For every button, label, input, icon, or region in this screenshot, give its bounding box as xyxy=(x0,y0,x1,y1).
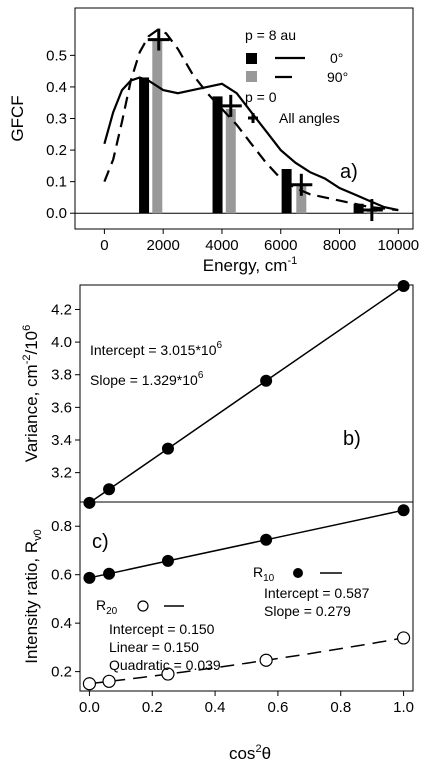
bar-0deg xyxy=(353,203,364,214)
legend-plus-icon xyxy=(248,113,258,123)
y-tick-label-b: 3.8 xyxy=(51,367,72,384)
y-tick-label-b: 3.6 xyxy=(51,399,72,416)
x-tick-label-a: 0 xyxy=(100,237,108,254)
x-tick-label-c: 1.0 xyxy=(393,699,414,716)
y-tick-label-a: 0.5 xyxy=(46,47,67,64)
x-tick-label-a: 8000 xyxy=(323,237,356,254)
y-tick-label-a: 0.2 xyxy=(46,142,67,159)
fit-line-b xyxy=(88,285,405,504)
x-tick-label-a: 6000 xyxy=(264,237,297,254)
annotation-intercept-r20: Intercept = 0.150 xyxy=(109,621,215,637)
x-tick-label-c: 0.4 xyxy=(205,699,226,716)
legend-label-r10: R10 xyxy=(253,564,275,584)
y-tick-label-a: 0.4 xyxy=(46,79,67,96)
data-point-b xyxy=(83,496,96,509)
cross-point xyxy=(290,173,313,196)
y-tick-label-c: 0.6 xyxy=(51,567,72,584)
y-tick-label-a: 0.1 xyxy=(46,174,67,191)
bar-0deg xyxy=(212,96,223,214)
fit-line-r10 xyxy=(89,509,404,579)
data-point-r20 xyxy=(161,667,175,681)
x-tick-label-c: 0.6 xyxy=(267,699,288,716)
x-axis-label-a: Energy, cm-1 xyxy=(203,255,298,275)
cross-point xyxy=(219,94,242,117)
data-point-r20 xyxy=(82,677,97,691)
legend-swatch-90deg xyxy=(246,71,257,82)
data-point-r20 xyxy=(259,653,273,667)
data-point-r10 xyxy=(260,533,273,546)
cross-point xyxy=(147,28,170,51)
legend-label-90deg: 90° xyxy=(327,69,348,85)
x-tick-label-c: 0.8 xyxy=(330,699,351,716)
y-tick-label-c: 0.2 xyxy=(51,664,72,681)
x-tick-label-c: 0.0 xyxy=(79,699,100,716)
y-tick-label-a: 0.0 xyxy=(46,205,67,222)
legend-label-0deg: 0° xyxy=(330,50,343,66)
annotation-slope-r10: Slope = 0.279 xyxy=(264,603,351,619)
legend-label-all-angles: All angles xyxy=(279,110,340,126)
fit-line-r20 xyxy=(89,637,404,685)
y-tick-label-b: 3.2 xyxy=(51,465,72,482)
x-tick-label-a: 4000 xyxy=(205,237,238,254)
bar-0deg xyxy=(139,77,150,214)
annotation-linear-r20: Linear = 0.150 xyxy=(109,639,199,655)
plot-frame-c xyxy=(79,501,414,692)
panel-label-b: b) xyxy=(343,428,361,450)
y-tick-label-b: 4.0 xyxy=(51,334,72,351)
annotation-intercept-b: Intercept = 3.015*106 xyxy=(90,340,223,358)
data-point-b xyxy=(161,442,174,455)
data-point-r10 xyxy=(83,571,96,584)
y-tick-label-c: 0.8 xyxy=(51,518,72,535)
y-axis-label-c: Intensity ratio, Rv0 xyxy=(22,529,44,663)
data-point-r10 xyxy=(397,504,410,517)
data-point-b xyxy=(397,279,410,292)
legend-p0-title: p = 0 xyxy=(245,89,277,105)
bar-90deg xyxy=(225,109,236,214)
y-tick-label-b: 3.4 xyxy=(51,432,72,449)
legend-marker-r20 xyxy=(137,600,149,612)
legend-p8-title: p = 8 au xyxy=(245,27,296,43)
y-axis-label-a: GFCF xyxy=(8,95,27,141)
legend-label-r20: R20 xyxy=(96,597,118,617)
panel-a: 0.0 0.1 0.2 0.3 0.4 0.5 0 2000 4000 6000 8000 10000… xyxy=(8,7,419,275)
data-point-b xyxy=(103,483,116,496)
curve-90deg xyxy=(103,28,399,212)
y-tick-label-a: 0.3 xyxy=(46,111,67,128)
legend-swatch-0deg xyxy=(246,53,257,64)
legend-marker-r10 xyxy=(293,568,303,578)
x-axis-label-c: cos2θ xyxy=(229,743,271,763)
y-tick-label-c: 0.4 xyxy=(51,615,72,632)
panel-label-a: a) xyxy=(340,161,358,183)
x-tick-label-a: 2000 xyxy=(146,237,179,254)
panel-b: 3.2 3.4 3.6 3.8 4.0 4.2 Intercept = 3.015*106 S… xyxy=(21,279,414,509)
annotation-intercept-r10: Intercept = 0.587 xyxy=(264,585,370,601)
bar-0deg xyxy=(281,169,292,214)
data-point-r10 xyxy=(161,554,174,567)
y-tick-label-b: 4.2 xyxy=(51,301,72,318)
plot-frame-a xyxy=(74,7,414,230)
data-point-r20 xyxy=(396,631,411,645)
annotation-quadratic-r20: Quadratic = 0.039 xyxy=(109,657,221,673)
panel-label-c: c) xyxy=(92,531,109,553)
curve-0deg xyxy=(103,76,399,212)
data-point-r20 xyxy=(102,674,116,688)
x-tick-label-a: 10000 xyxy=(377,237,419,254)
y-axis-label-b: Variance, cm-2/106 xyxy=(21,325,41,463)
annotation-slope-b: Slope = 1.329*106 xyxy=(90,370,204,388)
data-point-r10 xyxy=(103,567,116,580)
x-tick-label-c: 0.2 xyxy=(142,699,163,716)
data-point-b xyxy=(260,374,273,387)
panel-c: 0.20.40.60.80.0 0.2 0.4 0.6 0.8 1.0c)R10Inter… xyxy=(22,501,414,763)
bar-90deg xyxy=(152,39,163,214)
bar-90deg xyxy=(296,184,307,214)
cross-point xyxy=(360,199,383,222)
